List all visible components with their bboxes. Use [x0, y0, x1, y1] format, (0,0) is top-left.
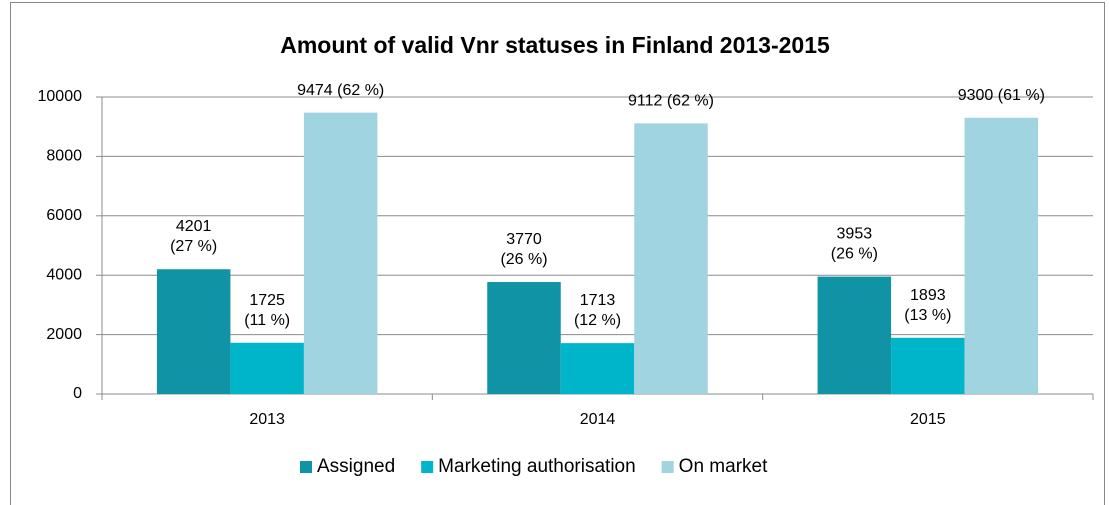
y-tick-label: 0 [73, 385, 82, 402]
x-tick-label: 2015 [910, 411, 946, 428]
y-tick-label: 4000 [46, 266, 82, 283]
legend-swatch [421, 461, 434, 473]
data-label: 9474 (62 %) [297, 82, 384, 99]
data-label: 1713 (12 %) [574, 292, 621, 329]
y-tick-label: 2000 [46, 326, 82, 343]
data-label: 3770 (26 %) [500, 231, 547, 268]
x-tick-label: 2014 [580, 411, 616, 428]
data-label: 1893 (13 %) [904, 287, 951, 324]
legend-label: On market [679, 456, 768, 477]
bar [487, 282, 561, 394]
bar [303, 112, 378, 395]
data-label: 4201 (27 %) [170, 218, 217, 255]
y-tick-label: 6000 [46, 207, 82, 224]
legend-swatch [300, 461, 312, 473]
y-tick-label: 10000 [38, 88, 83, 105]
bar [817, 276, 892, 394]
bar [560, 343, 635, 394]
data-label: 9112 (62 %) [628, 93, 714, 110]
bar [891, 337, 965, 394]
bar [634, 123, 708, 394]
bar [230, 342, 304, 394]
x-tick-label: 2013 [249, 411, 285, 428]
y-tick-label: 8000 [46, 148, 82, 165]
bar [156, 269, 231, 394]
legend-label: Marketing authorisation [438, 456, 636, 477]
legend-swatch [661, 461, 674, 473]
data-label: 9300 (61 %) [958, 87, 1045, 104]
data-label: 1725 (11 %) [244, 292, 290, 329]
bar [964, 117, 1039, 394]
data-label: 3953 (26 %) [831, 226, 878, 263]
chart-title: Amount of valid Vnr statuses in Finland … [280, 32, 830, 58]
chart-frame [10, 2, 1105, 505]
legend-label: Assigned [317, 456, 395, 477]
